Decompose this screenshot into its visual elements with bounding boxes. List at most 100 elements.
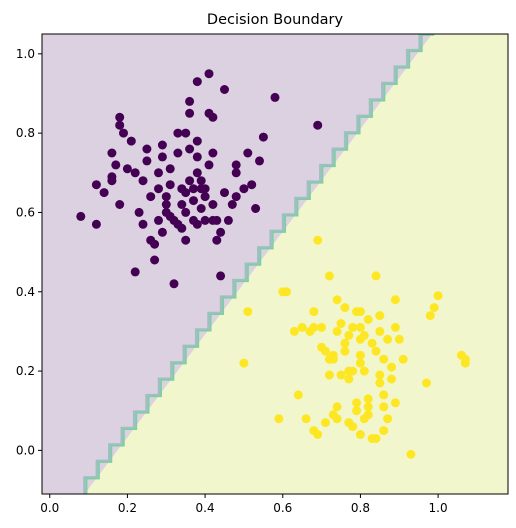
scatter-point-class-0 <box>157 140 167 150</box>
scatter-point-class-0 <box>243 148 253 158</box>
scatter-point-class-1 <box>297 322 307 332</box>
scatter-point-class-0 <box>154 184 163 194</box>
scatter-point-class-1 <box>332 326 342 336</box>
scatter-point-class-0 <box>119 128 128 138</box>
scatter-point-class-1 <box>375 370 385 380</box>
scatter-point-class-1 <box>390 295 400 305</box>
scatter-point-class-0 <box>247 180 257 190</box>
scatter-point-class-0 <box>173 148 183 158</box>
scatter-point-class-0 <box>130 267 140 277</box>
scatter-point-class-0 <box>99 188 109 198</box>
scatter-point-class-1 <box>317 322 327 332</box>
scatter-point-class-0 <box>138 219 148 229</box>
region-class-1 <box>84 34 508 494</box>
scatter-point-class-0 <box>192 136 202 146</box>
scatter-point-class-1 <box>406 449 416 459</box>
y-tick-label: 0.6 <box>16 205 35 219</box>
scatter-point-class-1 <box>340 346 350 356</box>
scatter-point-class-0 <box>231 168 241 178</box>
scatter-point-class-0 <box>173 128 183 138</box>
scatter-point-class-0 <box>157 227 167 237</box>
scatter-point-class-0 <box>185 176 195 186</box>
scatter-point-class-0 <box>220 85 229 94</box>
scatter-point-class-0 <box>115 200 125 209</box>
y-tick-label: 0.2 <box>16 364 35 378</box>
scatter-point-class-1 <box>387 374 396 384</box>
scatter-point-class-1 <box>367 338 377 348</box>
scatter-point-class-1 <box>363 402 373 412</box>
scatter-point-class-0 <box>157 152 167 162</box>
scatter-point-class-1 <box>387 362 396 372</box>
scatter-point-class-0 <box>91 180 101 190</box>
scatter-point-class-1 <box>359 330 369 340</box>
scatter-point-class-0 <box>208 148 218 158</box>
scatter-point-class-0 <box>270 92 280 102</box>
scatter-point-class-0 <box>212 235 222 245</box>
scatter-point-class-1 <box>344 330 354 340</box>
scatter-point-class-0 <box>208 200 218 209</box>
scatter-point-class-1 <box>375 326 385 336</box>
scatter-point-class-1 <box>332 402 342 412</box>
scatter-point-class-1 <box>340 303 350 313</box>
scatter-point-class-1 <box>379 390 389 400</box>
scatter-point-class-0 <box>122 164 132 174</box>
scatter-point-class-0 <box>177 200 187 209</box>
scatter-point-class-0 <box>107 148 117 158</box>
scatter-point-class-0 <box>200 192 210 202</box>
scatter-point-class-0 <box>255 156 264 166</box>
scatter-point-class-1 <box>383 334 393 344</box>
scatter-point-class-0 <box>181 235 191 245</box>
scatter-point-class-1 <box>371 434 381 443</box>
scatter-point-class-1 <box>398 354 408 364</box>
scatter-point-class-1 <box>460 354 470 364</box>
scatter-point-class-0 <box>189 196 198 206</box>
scatter-point-class-1 <box>390 322 400 332</box>
scatter-point-class-1 <box>379 426 389 436</box>
scatter-point-class-1 <box>379 402 389 412</box>
scatter-point-class-1 <box>348 422 358 432</box>
scatter-point-class-1 <box>274 414 284 424</box>
scatter-point-class-1 <box>355 322 365 332</box>
scatter-point-class-0 <box>130 168 140 178</box>
scatter-point-class-1 <box>313 235 323 245</box>
y-axis: 0.0 0.2 0.4 0.6 0.8 1.0 <box>16 47 42 457</box>
x-tick-label: 0.0 <box>40 501 59 515</box>
x-axis: 0.0 0.2 0.4 0.6 0.8 1.0 <box>40 494 448 515</box>
scatter-point-class-1 <box>336 370 346 380</box>
plot-frame <box>41 33 509 495</box>
scatter-point-class-1 <box>394 334 404 344</box>
scatter-point-class-0 <box>177 223 187 233</box>
scatter-point-class-0 <box>208 112 218 122</box>
scatter-point-class-1 <box>371 271 381 281</box>
scatter-point-class-0 <box>200 184 210 194</box>
scatter-point-class-0 <box>192 168 202 178</box>
scatter-point-class-1 <box>348 366 358 376</box>
scatter-point-class-0 <box>111 160 121 170</box>
scatter-point-class-0 <box>185 144 195 154</box>
scatter-point-class-1 <box>321 418 330 428</box>
scatter-point-class-1 <box>289 326 299 336</box>
scatter-point-class-0 <box>192 152 202 162</box>
scatter-point-class-0 <box>165 164 175 174</box>
scatter-point-class-0 <box>76 211 86 221</box>
scatter-point-class-0 <box>115 120 125 130</box>
scatter-point-class-0 <box>154 168 163 178</box>
scatter-point-class-0 <box>216 271 226 281</box>
y-tick-label: 0.8 <box>16 126 35 140</box>
scatter-point-class-0 <box>126 136 136 146</box>
scatter-point-class-1 <box>352 406 362 416</box>
scatter-point-class-1 <box>332 414 342 424</box>
scatter-point-class-0 <box>154 215 163 225</box>
scatter-point-class-1 <box>422 378 431 388</box>
scatter-point-class-1 <box>328 350 338 360</box>
scatter-point-class-0 <box>150 255 160 265</box>
scatter-point-class-1 <box>433 291 443 301</box>
scatter-point-class-1 <box>390 398 400 408</box>
scatter-point-class-0 <box>192 219 202 229</box>
scatter-point-class-0 <box>165 180 175 190</box>
scatter-point-class-0 <box>216 227 226 237</box>
scatter-point-class-0 <box>196 176 206 186</box>
scatter-point-class-0 <box>181 188 191 198</box>
scatter-point-class-1 <box>425 311 435 321</box>
